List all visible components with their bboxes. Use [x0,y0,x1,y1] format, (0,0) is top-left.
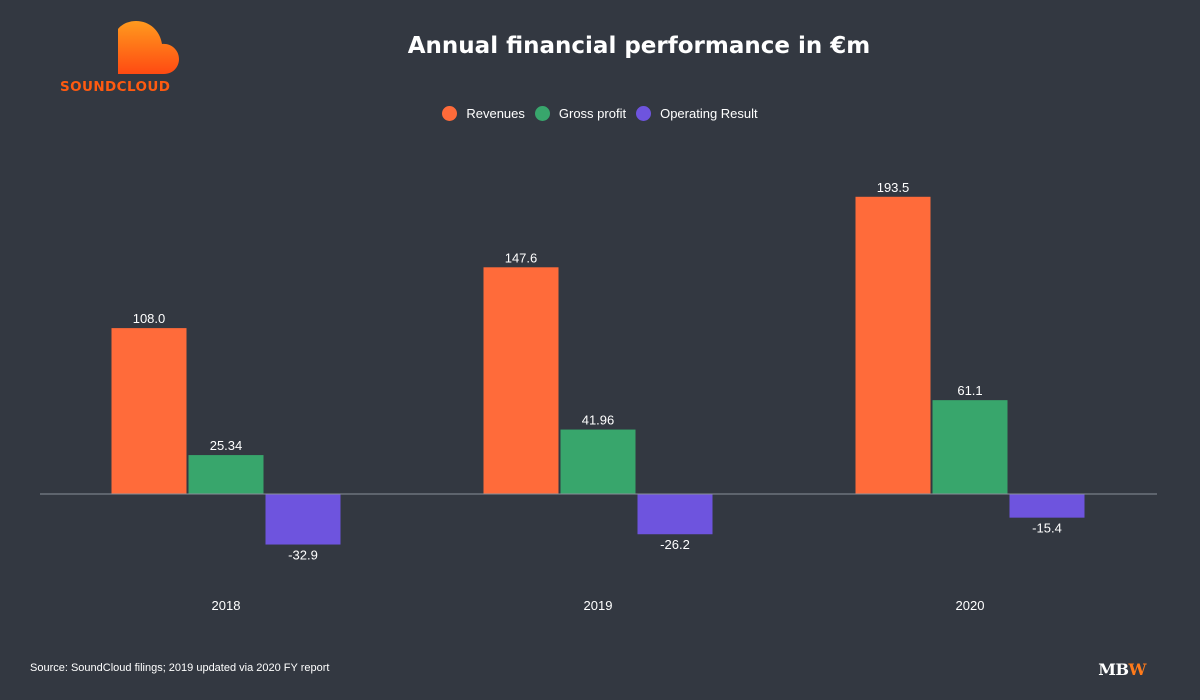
logo-text: SOUNDCLOUD [60,79,171,95]
data-label-operating-result-2018: -32.9 [288,548,318,563]
legend-item-gross-profit[interactable]: Gross profit [534,106,627,121]
x-tick-label-2020: 2020 [956,598,985,613]
bar-gross-profit-2019[interactable] [560,429,636,494]
chart-title: Annual financial performance in €m [407,33,871,59]
bar-operating-result-2018[interactable] [265,494,341,545]
data-label-gross-profit-2019: 41.96 [582,413,615,428]
bar-revenues-2020[interactable] [855,196,931,494]
bar-gross-profit-2018[interactable] [188,455,264,494]
chart-legend: Revenues Gross profit Operating Result [0,106,1200,121]
legend-item-operating-result[interactable]: Operating Result [636,106,758,121]
data-label-gross-profit-2020: 61.1 [957,383,982,398]
data-label-revenues-2018: 108.0 [133,311,166,326]
bar-operating-result-2020[interactable] [1009,494,1085,518]
legend-swatch-revenues [442,106,458,121]
soundcloud-logo: SOUNDCLOUD [52,20,180,98]
data-label-operating-result-2019: -26.2 [660,537,690,552]
legend-label-revenues: Revenues [466,106,525,121]
mbw-logo-mb: MB [1098,660,1129,679]
x-tick-label-2019: 2019 [584,598,613,613]
legend-label-operating-result: Operating Result [660,106,758,121]
x-tick-label-2018: 2018 [212,598,241,613]
data-label-revenues-2019: 147.6 [505,250,538,265]
legend-swatch-gross-profit [534,106,550,121]
bar-operating-result-2019[interactable] [637,494,713,535]
source-note: Source: SoundCloud filings; 2019 updated… [30,662,330,674]
data-label-gross-profit-2018: 25.34 [210,438,243,453]
data-label-operating-result-2020: -15.4 [1032,521,1062,536]
mbw-logo-w: W [1128,660,1147,679]
legend-swatch-operating-result [636,106,652,121]
cloud-icon [52,21,179,76]
bar-revenues-2018[interactable] [111,328,187,494]
mbw-logo: MBW [1098,660,1146,679]
legend-item-revenues[interactable]: Revenues [442,106,525,121]
legend-label-gross-profit: Gross profit [558,106,627,121]
data-label-revenues-2020: 193.5 [877,180,910,195]
bar-revenues-2019[interactable] [483,267,559,494]
bar-gross-profit-2020[interactable] [932,400,1008,494]
